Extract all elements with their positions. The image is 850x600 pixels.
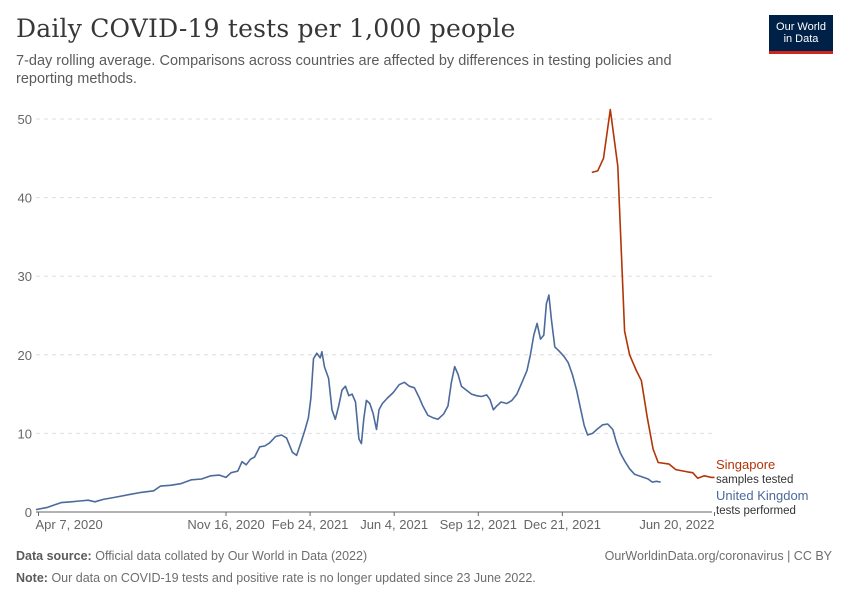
x-tick-label: Apr 7, 2020 <box>36 517 103 532</box>
owid-logo[interactable]: Our World in Data <box>769 15 833 54</box>
chart-title: Daily COVID-19 tests per 1,000 people <box>16 14 516 43</box>
logo-line-2: in Data <box>783 33 819 45</box>
series-label-united-kingdom[interactable]: United Kingdom <box>716 488 809 503</box>
note-text: Our data on COVID-19 tests and positive … <box>51 571 536 585</box>
data-source: Data source: Official data collated by O… <box>16 549 367 563</box>
series-lines <box>35 108 715 511</box>
x-tick-label: Nov 16, 2020 <box>187 517 264 532</box>
gridlines <box>36 118 712 513</box>
source-url-link[interactable]: OurWorldinData.org/coronavirus | CC BY <box>604 549 832 563</box>
y-tick-label: 30 <box>18 269 32 284</box>
data-source-text: Official data collated by Our World in D… <box>95 549 368 563</box>
data-source-label: Data source: <box>16 549 92 563</box>
logo-line-1: Our World <box>776 20 826 33</box>
series-note: samples tested <box>716 474 793 486</box>
series-line-singapore[interactable] <box>591 108 715 479</box>
chart-note: Note: Our data on COVID-19 tests and pos… <box>16 571 536 585</box>
series-line-united-kingdom[interactable] <box>35 294 661 511</box>
y-axis-ticks: 0 10 20 30 40 50 <box>18 112 32 520</box>
y-tick-label: 50 <box>18 112 32 127</box>
series-note: tests performed <box>716 505 796 517</box>
note-label: Note: <box>16 571 48 585</box>
x-axis-ticks: Apr 7, 2020 Nov 16, 2020 Feb 24, 2021 Jun 4… <box>36 512 716 532</box>
y-tick-label: 20 <box>18 348 32 363</box>
x-tick-label: Feb 24, 2021 <box>272 517 349 532</box>
x-tick-label: Jun 4, 2021 <box>360 517 428 532</box>
y-tick-label: 10 <box>18 426 32 441</box>
series-label-singapore[interactable]: Singapore <box>716 457 775 472</box>
y-tick-label: 0 <box>25 505 32 520</box>
x-tick-label: Sep 12, 2021 <box>440 517 517 532</box>
chart-subtitle: 7-day rolling average. Comparisons acros… <box>16 53 672 87</box>
x-tick-label: Dec 21, 2021 <box>524 517 601 532</box>
x-tick-label: Jun 20, 2022 <box>639 517 714 532</box>
series-labels: Singapore samples tested United Kingdom tes… <box>716 457 809 517</box>
y-tick-label: 40 <box>18 191 32 206</box>
